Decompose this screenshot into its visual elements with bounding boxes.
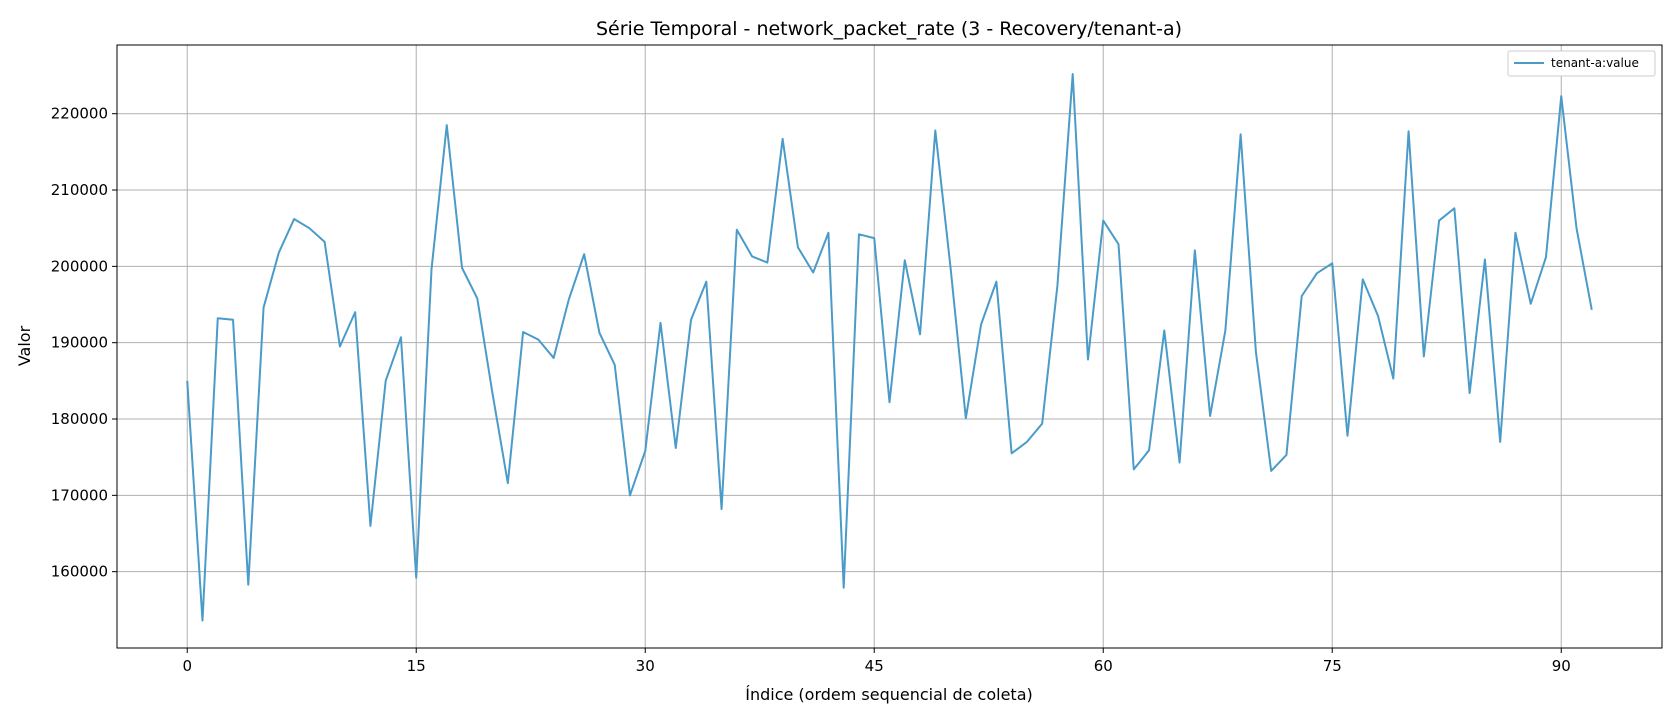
plot-area-frame [116,44,1663,649]
x-tick-label: 60 [1094,657,1113,675]
y-tick-label: 200000 [51,257,108,275]
y-tick-label: 160000 [51,563,108,581]
y-tick-label: 170000 [51,486,108,504]
legend-label: tenant-a:value [1551,56,1639,70]
y-axis-title: Valor [15,325,34,366]
x-axis-title: Índice (ordem sequencial de coleta) [745,685,1033,704]
series-line-0 [186,73,1593,622]
y-tick-label: 220000 [51,105,108,123]
x-tick-label: 90 [1552,657,1571,675]
x-tick-label: 15 [407,657,426,675]
x-axis-ticks: 0 15 30 45 60 75 90 [182,648,1571,675]
y-tick-label: 210000 [51,181,108,199]
y-tick-label: 190000 [51,334,108,352]
x-tick-label: 45 [865,657,884,675]
y-tick-label: 180000 [51,410,108,428]
legend-box [1507,50,1656,77]
chart-title: Série Temporal - network_packet_rate (3 … [596,18,1182,40]
x-tick-label: 75 [1323,657,1342,675]
series-group [186,73,1593,622]
legend: tenant-a:value [1507,50,1656,77]
x-tick-label: 30 [636,657,655,675]
y-axis-ticks: 160000 170000 180000 190000 200000 210000 2200… [51,105,117,581]
x-tick-label: 0 [182,657,192,675]
